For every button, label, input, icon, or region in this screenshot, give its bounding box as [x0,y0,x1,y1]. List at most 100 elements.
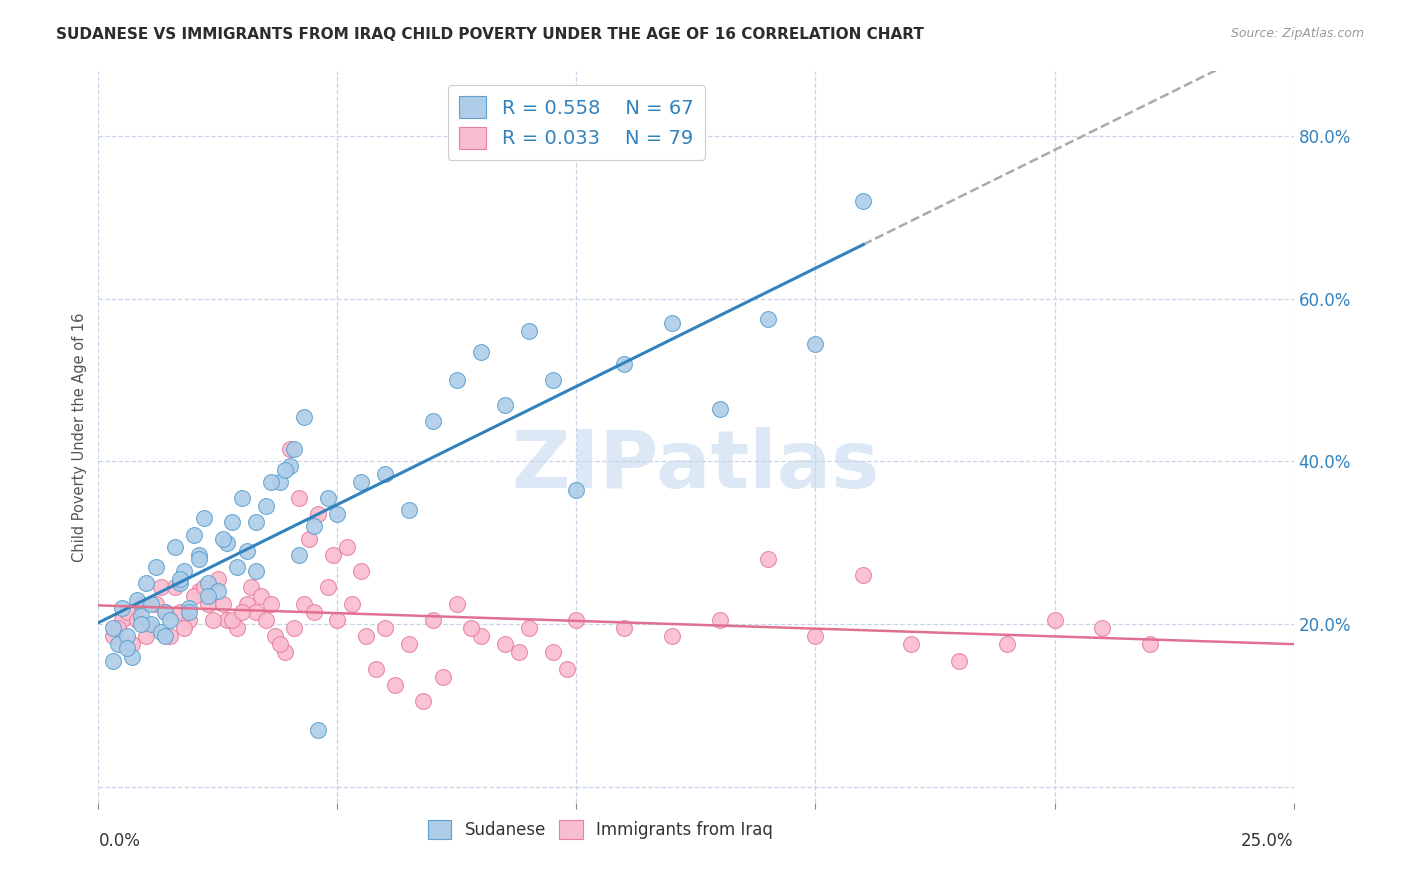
Legend: Sudanese, Immigrants from Iraq: Sudanese, Immigrants from Iraq [422,814,779,846]
Point [101,629,124,643]
Point [155,605,177,619]
Point [756,552,779,566]
Point [316,491,339,505]
Point [121,637,143,651]
Point [1139,637,1161,651]
Point [613,357,636,371]
Point [183,589,205,603]
Point [197,597,219,611]
Point [326,613,349,627]
Point [565,483,588,497]
Point [283,621,305,635]
Point [231,491,253,505]
Point [422,414,444,428]
Point [179,605,201,619]
Point [1091,621,1114,635]
Point [145,560,167,574]
Point [101,621,124,635]
Point [292,597,315,611]
Point [292,409,315,424]
Point [169,572,191,586]
Point [173,564,195,578]
Point [139,597,162,611]
Point [202,613,225,627]
Point [432,670,454,684]
Point [565,613,588,627]
Point [446,373,468,387]
Point [221,516,243,530]
Text: Source: ZipAtlas.com: Source: ZipAtlas.com [1230,27,1364,40]
Text: ZIPatlas: ZIPatlas [512,427,880,506]
Point [101,654,124,668]
Point [336,540,359,554]
Point [364,662,387,676]
Point [517,621,540,635]
Point [217,613,239,627]
Point [1043,613,1066,627]
Point [115,629,138,643]
Point [470,629,492,643]
Point [187,552,209,566]
Point [226,560,249,574]
Point [115,641,138,656]
Point [288,491,311,505]
Point [307,723,329,737]
Point [852,568,875,582]
Point [340,597,363,611]
Point [139,621,162,635]
Point [508,645,530,659]
Point [211,597,233,611]
Point [269,475,291,489]
Point [995,637,1018,651]
Point [446,597,468,611]
Point [240,581,263,595]
Point [111,600,134,615]
Point [398,503,420,517]
Point [211,532,233,546]
Point [398,637,420,651]
Text: 25.0%: 25.0% [1241,832,1294,850]
Point [900,637,922,651]
Point [226,621,249,635]
Point [302,519,325,533]
Point [235,544,257,558]
Point [259,597,281,611]
Point [107,637,129,651]
Point [298,532,321,546]
Point [179,600,201,615]
Point [121,649,143,664]
Point [470,344,492,359]
Point [274,462,297,476]
Point [254,613,277,627]
Point [269,637,291,651]
Point [354,629,377,643]
Point [187,548,209,562]
Y-axis label: Child Poverty Under the Age of 16: Child Poverty Under the Age of 16 [72,312,87,562]
Point [541,645,564,659]
Point [245,516,267,530]
Point [221,613,243,627]
Point [326,508,349,522]
Point [307,508,329,522]
Point [412,694,434,708]
Point [145,597,167,611]
Point [155,629,177,643]
Point [111,613,134,627]
Point [163,540,186,554]
Point [274,645,297,659]
Point [217,535,239,549]
Point [139,617,162,632]
Point [494,637,516,651]
Point [115,605,138,619]
Point [374,467,396,481]
Point [350,475,373,489]
Point [245,605,267,619]
Point [804,629,827,643]
Point [179,613,201,627]
Point [709,401,731,416]
Point [159,629,181,643]
Point [187,584,209,599]
Point [235,597,257,611]
Point [193,511,215,525]
Point [131,608,153,623]
